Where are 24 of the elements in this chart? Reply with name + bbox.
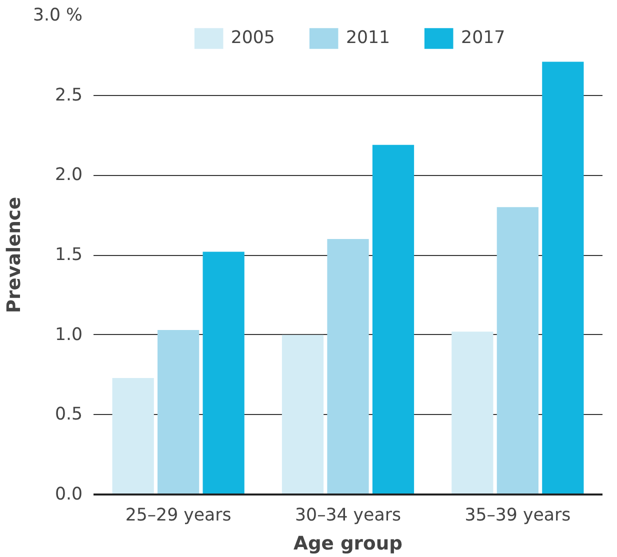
bar bbox=[372, 144, 414, 494]
bar bbox=[327, 239, 369, 494]
bar bbox=[202, 252, 244, 494]
bar bbox=[542, 62, 584, 494]
x-tick-label: 30–34 years bbox=[295, 506, 401, 526]
x-axis-title: Age group bbox=[294, 534, 402, 554]
bar bbox=[158, 330, 200, 494]
y-tick-label: 1.0 bbox=[54, 324, 83, 345]
x-tick-label: 25–29 years bbox=[125, 506, 232, 526]
y-axis-title: Prevalence bbox=[4, 196, 25, 314]
bar bbox=[112, 378, 154, 494]
legend-label: 2011 bbox=[346, 28, 390, 48]
x-tick-label: 35–39 years bbox=[464, 506, 571, 526]
legend-label: 2017 bbox=[461, 28, 506, 48]
y-tick-label: 2.5 bbox=[54, 85, 83, 106]
y-tick-label: 1.5 bbox=[54, 245, 83, 265]
y-tick-label: 0.0 bbox=[54, 484, 83, 504]
y-tick-label: 2.0 bbox=[54, 165, 83, 186]
legend-label: 2005 bbox=[230, 28, 275, 48]
bar bbox=[452, 332, 494, 494]
y-tick-label: 3.0 % bbox=[32, 6, 82, 26]
bar bbox=[282, 334, 324, 494]
y-tick-label: 0.5 bbox=[54, 404, 83, 425]
bar bbox=[496, 207, 538, 494]
